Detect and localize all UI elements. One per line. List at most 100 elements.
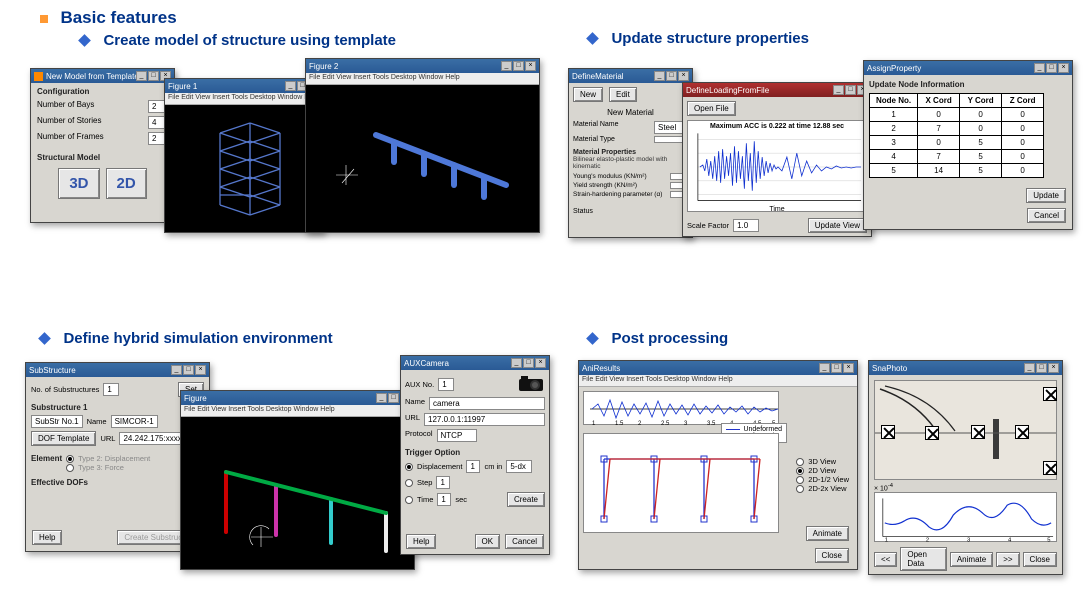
button-dof-template[interactable]: DOF Template [31,431,96,446]
close-icon[interactable]: × [843,363,854,373]
button-ok[interactable]: OK [475,534,501,549]
button-update-view[interactable]: Update View [808,218,867,233]
radio-step[interactable] [405,479,413,487]
window-snaphoto[interactable]: SnaPhoto _□× × 10-4 [868,360,1063,575]
maximize-icon[interactable]: □ [1036,363,1047,373]
minimize-icon[interactable]: _ [1034,63,1045,73]
button-edit-material[interactable]: Edit [609,87,637,102]
radio-view-2d2x[interactable] [796,485,804,493]
minimize-icon[interactable]: _ [819,363,830,373]
minimize-icon[interactable]: _ [376,393,387,403]
canvas-frame[interactable] [181,417,414,569]
button-animate[interactable]: Animate [950,552,993,567]
button-3d[interactable]: 3D [58,168,99,199]
select-disp-dof[interactable]: 5-dx [506,460,532,473]
titlebar[interactable]: Figure _□× [181,391,414,405]
minimize-icon[interactable]: _ [511,358,522,368]
radio-view-2d12[interactable] [796,476,804,484]
window-define-loading[interactable]: DefineLoadingFromFile _□× Open File Maxi… [682,82,872,237]
radio-elem-disp[interactable] [66,455,74,463]
input-aux-no[interactable]: 1 [438,378,454,391]
maximize-icon[interactable]: □ [523,358,534,368]
menubar[interactable]: File Edit View Insert Tools Desktop Wind… [306,73,539,85]
button-open-data[interactable]: Open Data [900,547,947,571]
input-step-val[interactable]: 1 [436,476,450,489]
input-substr-name[interactable]: SIMCOR-1 [111,415,158,428]
button-prev[interactable]: << [874,552,897,567]
button-next[interactable]: >> [996,552,1019,567]
titlebar[interactable]: SnaPhoto _□× [869,361,1062,375]
radio-view-3d[interactable] [796,458,804,466]
window-ani-results[interactable]: AniResults _□× File Edit View Insert Too… [578,360,858,570]
button-create-aux[interactable]: Create [507,492,545,507]
input-cam-name[interactable]: camera [429,397,545,410]
minimize-icon[interactable]: _ [501,61,512,71]
button-cancel[interactable]: Cancel [505,534,544,549]
titlebar[interactable]: AUXCamera _□× [401,356,549,370]
button-update-nodes[interactable]: Update [1026,188,1066,203]
maximize-icon[interactable]: □ [513,61,524,71]
window-define-material[interactable]: DefineMaterial _□× New Edit New Material… [568,68,693,238]
close-icon[interactable]: × [678,71,689,81]
input-scale-factor[interactable]: 1.0 [733,219,759,232]
titlebar[interactable]: SubStructure _□× [26,363,209,377]
close-icon[interactable]: × [535,358,546,368]
window-auxcamera[interactable]: AUXCamera _□× AUX No. 1 Namecamera URL12… [400,355,550,555]
maximize-icon[interactable]: □ [388,393,399,403]
window-assign-property[interactable]: AssignProperty _□× Update Node Informati… [863,60,1073,230]
button-help[interactable]: Help [406,534,436,549]
table-row[interactable]: 3050 [870,136,1044,150]
maximize-icon[interactable]: □ [845,85,856,95]
maximize-icon[interactable]: □ [831,363,842,373]
select-substr[interactable]: SubStr No.1 [31,415,83,428]
table-row[interactable]: 2700 [870,122,1044,136]
table-row[interactable]: 51450 [870,164,1044,178]
titlebar[interactable]: New Model from Template _ □ × [31,69,174,83]
titlebar[interactable]: Figure 1 _□× [165,79,323,93]
minimize-icon[interactable]: _ [285,81,296,91]
table-nodes[interactable]: Node No. X Cord Y Cord Z Cord 1000 2700 … [869,93,1044,178]
radio-displacement[interactable] [405,463,413,471]
window-wireframe[interactable]: Figure 1 _□× File Edit View Insert Tools… [164,78,324,233]
maximize-icon[interactable]: □ [666,71,677,81]
select-cam-proto[interactable]: NTCP [437,429,477,442]
canvas-wireframe[interactable] [165,105,323,232]
menubar[interactable]: File Edit View Insert Tools Desktop Wind… [579,375,857,387]
input-disp-val[interactable]: 1 [466,460,480,473]
radio-view-2d[interactable] [796,467,804,475]
close-icon[interactable]: × [195,365,206,375]
menubar[interactable]: File Edit View Insert Tools Desktop Wind… [181,405,414,417]
minimize-icon[interactable]: _ [171,365,182,375]
close-icon[interactable]: × [1058,63,1069,73]
button-open-file[interactable]: Open File [687,101,736,116]
button-close[interactable]: Close [815,548,849,563]
table-row[interactable]: 4750 [870,150,1044,164]
radio-elem-force[interactable] [66,464,74,472]
close-icon[interactable]: × [525,61,536,71]
window-frame-view[interactable]: Figure _□× File Edit View Insert Tools D… [180,390,415,570]
button-cancel-nodes[interactable]: Cancel [1027,208,1066,223]
menubar[interactable]: File Edit View Insert Tools Desktop Wind… [165,93,323,105]
canvas-bars[interactable] [306,85,539,232]
minimize-icon[interactable]: _ [1024,363,1035,373]
maximize-icon[interactable]: □ [148,71,159,81]
minimize-icon[interactable]: _ [136,71,147,81]
input-num-substructures[interactable]: 1 [103,383,119,396]
titlebar[interactable]: DefineMaterial _□× [569,69,692,83]
window-bars[interactable]: Figure 2 _□× File Edit View Insert Tools… [305,58,540,233]
maximize-icon[interactable]: □ [183,365,194,375]
titlebar[interactable]: Figure 2 _□× [306,59,539,73]
button-close[interactable]: Close [1023,552,1057,567]
table-row[interactable]: 1000 [870,108,1044,122]
button-2d[interactable]: 2D [106,168,147,199]
minimize-icon[interactable]: _ [654,71,665,81]
close-icon[interactable]: × [1048,363,1059,373]
input-cam-url[interactable]: 127.0.0.1:11997 [424,413,545,426]
window-new-model-template[interactable]: New Model from Template _ □ × Configurat… [30,68,175,223]
titlebar[interactable]: AniResults _□× [579,361,857,375]
minimize-icon[interactable]: _ [833,85,844,95]
radio-time[interactable] [405,496,413,504]
button-animate[interactable]: Animate [806,526,849,541]
input-time-val[interactable]: 1 [437,493,451,506]
button-help[interactable]: Help [32,530,62,545]
